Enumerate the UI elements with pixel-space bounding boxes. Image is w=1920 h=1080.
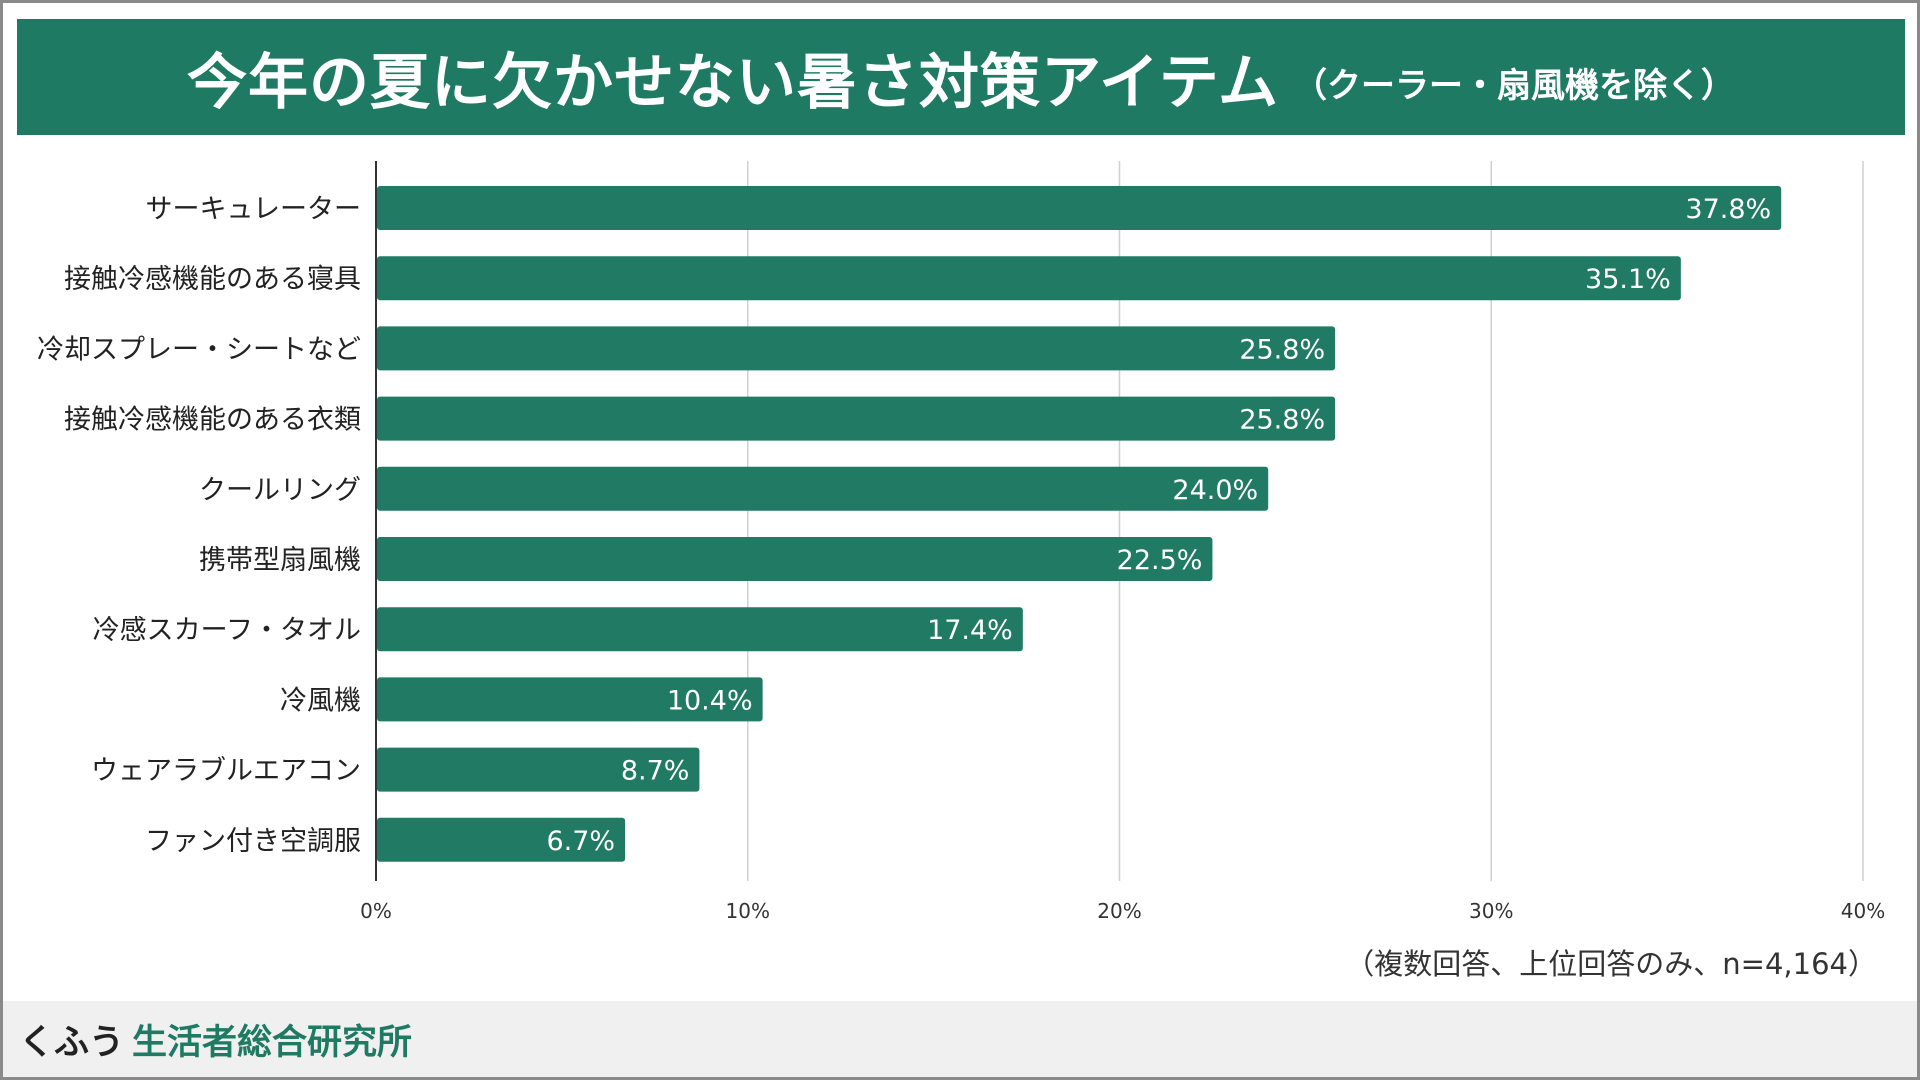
category-label: ウェアラブルエアコン (91, 756, 361, 787)
bar (377, 677, 763, 722)
category-label: 接触冷感機能のある衣類 (64, 405, 361, 436)
category-label: 冷却スプレー・シートなど (37, 334, 361, 365)
chart-title: 今年の夏に欠かせない暑さ対策アイテム (187, 47, 1279, 118)
data-label: 35.1% (1585, 264, 1671, 295)
x-tick-label: 40% (1841, 899, 1885, 923)
bar (377, 186, 1782, 230)
data-label: 25.8% (1239, 334, 1325, 365)
data-label: 17.4% (927, 615, 1013, 646)
bar (377, 747, 700, 792)
survey-note: （複数回答、上位回答のみ、n=4,164） (1345, 947, 1877, 981)
bar (377, 256, 1681, 301)
bar (377, 817, 626, 862)
data-label: 8.7% (621, 756, 690, 787)
category-label: ファン付き空調服 (145, 826, 361, 857)
data-label: 24.0% (1172, 475, 1258, 506)
bar (377, 537, 1213, 581)
category-label: サーキュレーター (146, 194, 361, 225)
data-label: 6.7% (546, 826, 615, 857)
chart-subtitle: （クーラー・扇風機を除く） (1293, 65, 1735, 106)
brand-kana: くふう (19, 1022, 125, 1063)
bar (377, 607, 1023, 652)
data-label: 37.8% (1685, 194, 1771, 225)
category-label: クールリング (199, 475, 361, 506)
bar (377, 466, 1269, 511)
brand-name: 生活者総合研究所 (132, 1022, 413, 1063)
bar (377, 396, 1336, 441)
data-label: 25.8% (1239, 405, 1325, 436)
x-tick-label: 30% (1469, 899, 1513, 923)
title-banner: 今年の夏に欠かせない暑さ対策アイテム （クーラー・扇風機を除く） (17, 19, 1905, 135)
data-label: 10.4% (667, 685, 753, 716)
data-label: 22.5% (1117, 545, 1203, 576)
bar (377, 326, 1336, 371)
category-label: 冷風機 (280, 685, 361, 716)
category-label: 接触冷感機能のある寝具 (64, 264, 361, 295)
category-label: 携帯型扇風機 (199, 545, 361, 576)
x-tick-label: 0% (360, 899, 392, 923)
x-tick-label: 20% (1097, 899, 1141, 923)
footer: くふう 生活者総合研究所 (3, 1001, 1917, 1077)
x-tick-label: 10% (726, 899, 770, 923)
category-label: 冷感スカーフ・タオル (93, 615, 361, 646)
bar-chart: 0% 10% 20% 30% 40% 37.8% サーキュレーター 35.1% 接触冷感機能のあ… (37, 161, 1885, 923)
